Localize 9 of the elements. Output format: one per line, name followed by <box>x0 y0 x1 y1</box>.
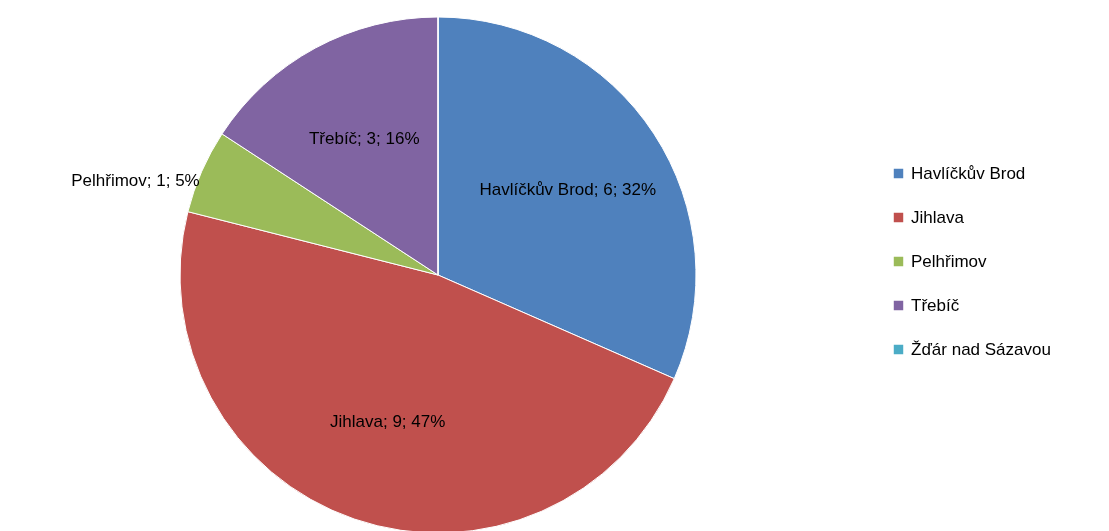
data-label: Jihlava; 9; 47% <box>330 411 446 431</box>
data-label: Havlíčkův Brod; 6; 32% <box>479 180 657 200</box>
data-label: Třebíč; 3; 16% <box>308 128 420 148</box>
legend-label: Jihlava <box>911 207 965 227</box>
data-label: Pelhřimov; 1; 5% <box>71 171 200 191</box>
legend-label: Havlíčkův Brod <box>911 163 1026 183</box>
legend-label: Pelhřimov <box>911 251 988 271</box>
legend-label: Třebíč <box>911 295 960 315</box>
legend-label: Žďár nad Sázavou <box>911 339 1051 359</box>
